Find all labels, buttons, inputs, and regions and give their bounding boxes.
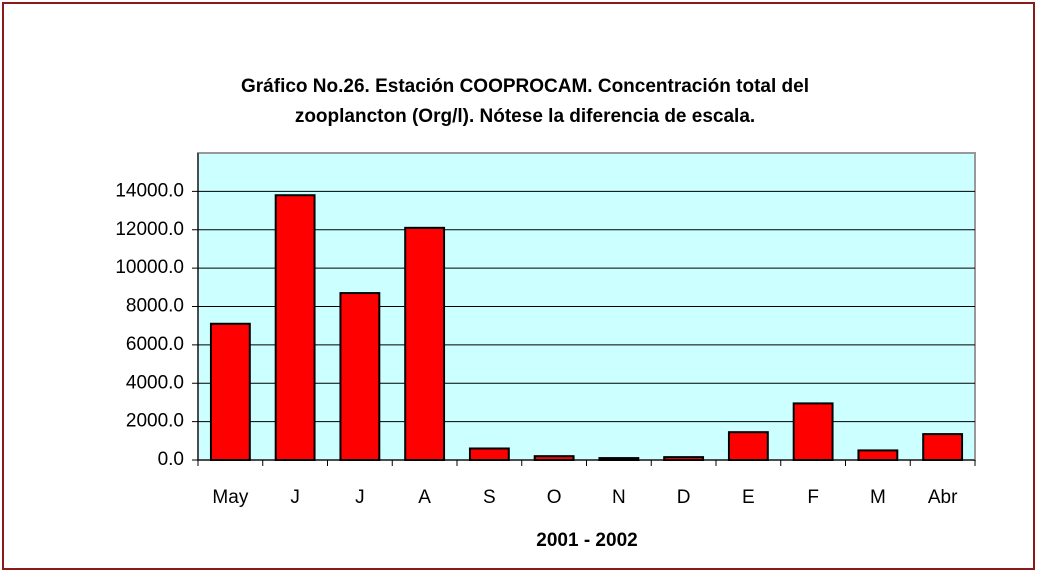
y-tick-label: 12000.0 (115, 219, 184, 240)
bar (727, 431, 769, 462)
x-tick-label: Abr (928, 487, 958, 508)
bar (339, 292, 381, 461)
bar (274, 194, 316, 461)
x-axis-label: 2001 - 2002 (536, 530, 637, 551)
y-tick-label: 8000.0 (126, 296, 184, 317)
bar (792, 402, 834, 462)
x-tick-label: J (290, 487, 300, 508)
y-tick-label: 2000.0 (126, 411, 184, 432)
bar (468, 447, 510, 461)
y-tick-label: 6000.0 (126, 334, 184, 355)
chart-title: zooplancton (Org/l). Nótese la diferenci… (295, 106, 755, 127)
x-tick-label: O (547, 487, 562, 508)
bar (922, 433, 964, 461)
y-tick-label: 14000.0 (115, 180, 184, 201)
chart-title: Gráfico No.26. Estación COOPROCAM. Conce… (241, 76, 809, 97)
y-tick-label: 10000.0 (115, 257, 184, 278)
y-tick-label: 0.0 (158, 449, 184, 470)
x-tick-label: E (742, 487, 755, 508)
x-tick-label: J (355, 487, 365, 508)
bar (598, 457, 640, 461)
bar (533, 455, 575, 462)
bar (404, 226, 446, 461)
x-tick-label: May (212, 487, 248, 508)
y-tick-label: 4000.0 (126, 372, 184, 393)
x-tick-label: F (807, 487, 819, 508)
x-tick-label: D (677, 487, 691, 508)
x-tick-label: S (483, 487, 496, 508)
x-tick-label: N (612, 487, 626, 508)
x-tick-label: M (870, 487, 886, 508)
x-tick-label: A (418, 487, 431, 508)
bar (857, 449, 899, 461)
bar (663, 456, 705, 462)
bar (209, 322, 251, 461)
